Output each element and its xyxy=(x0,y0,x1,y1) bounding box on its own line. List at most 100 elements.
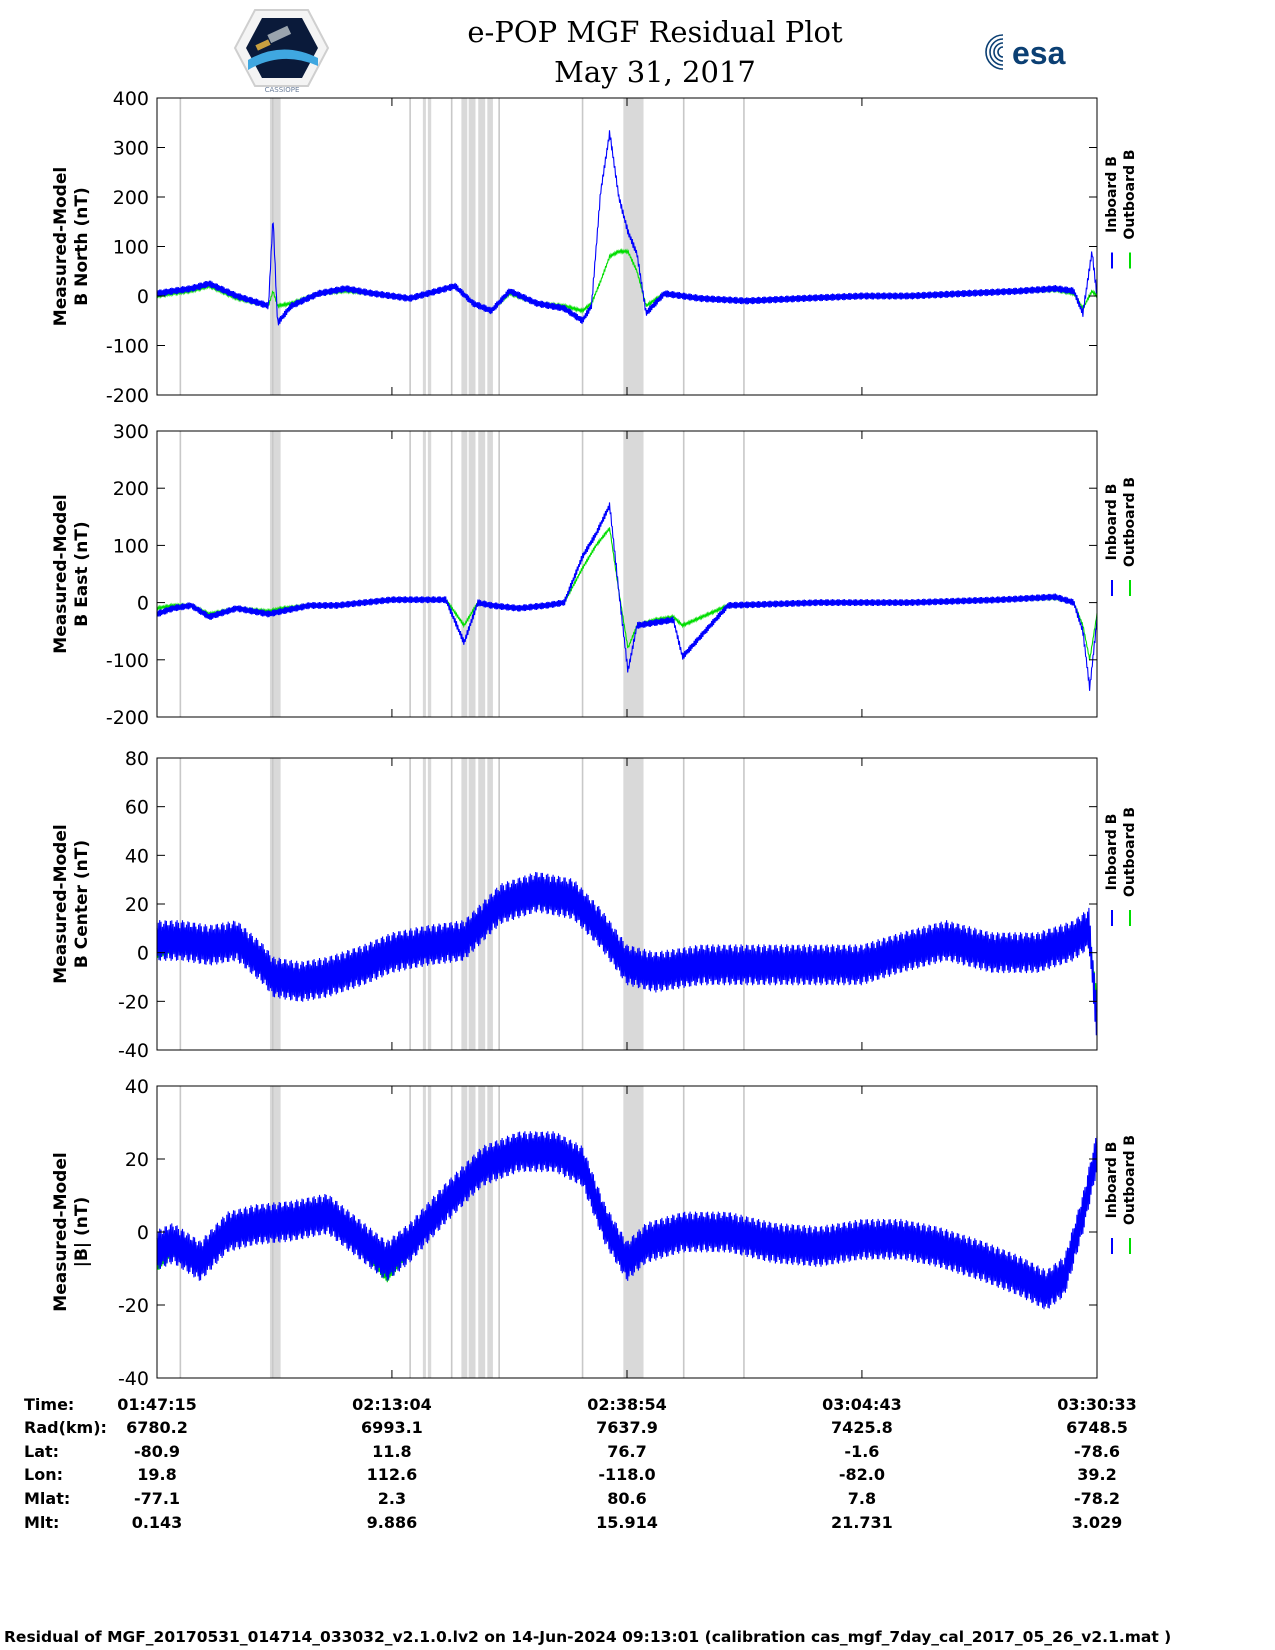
y-tick-label: 300 xyxy=(113,138,149,160)
orbit-cell: 9.886 xyxy=(367,1513,418,1532)
y-tick-label: -40 xyxy=(118,1040,149,1062)
data-gap-band xyxy=(623,758,644,1050)
orbit-cell: 6780.2 xyxy=(126,1418,188,1437)
data-gap-band xyxy=(427,758,432,1050)
y-tick-label: 0 xyxy=(137,1222,149,1244)
y-axis-label-line2: B Center (nT) xyxy=(72,840,92,968)
data-gap-band xyxy=(478,431,486,717)
y-tick-label: 0 xyxy=(137,943,149,965)
y-tick-label: 80 xyxy=(125,748,149,770)
cassiope-logo: CASSIOPE xyxy=(233,9,330,94)
data-gap-band xyxy=(461,431,468,717)
y-tick-label: 20 xyxy=(125,1149,149,1171)
orbit-cell: 39.2 xyxy=(1077,1465,1116,1484)
data-gap-band xyxy=(487,431,493,717)
data-gap-band xyxy=(468,98,476,395)
legend-inboard-label: Inboard B xyxy=(1104,156,1120,233)
y-tick-label: -200 xyxy=(106,385,149,407)
y-tick-label: 60 xyxy=(125,797,149,819)
svg-text:CASSIOPE: CASSIOPE xyxy=(265,86,300,94)
orbit-cell: 3.029 xyxy=(1072,1513,1123,1532)
orbit-cell: -78.2 xyxy=(1074,1489,1120,1508)
orbit-cell: 7425.8 xyxy=(831,1418,893,1437)
panel-b-east: -200 -100 0 100 200 300 Measured-Model B East (… xyxy=(51,421,1138,729)
x-tick-label: 03:30:33 xyxy=(1057,1395,1137,1414)
data-gap-band xyxy=(468,1086,476,1378)
x-tick-label: 03:04:43 xyxy=(822,1395,902,1414)
y-axis-label-line1: Measured-Model xyxy=(51,167,71,326)
data-gap-band xyxy=(478,1086,486,1378)
orbit-row-label: Lat: xyxy=(24,1442,59,1461)
orbit-row-label: Time: xyxy=(24,1395,74,1414)
orbit-row-label: Mlt: xyxy=(24,1513,59,1532)
orbit-cell: 0.143 xyxy=(132,1513,183,1532)
y-tick-label: 400 xyxy=(113,88,149,110)
data-gap-band xyxy=(461,1086,468,1378)
y-tick-label: 40 xyxy=(125,845,149,867)
y-axis-label-line1: Measured-Model xyxy=(51,824,71,983)
y-axis-label-line2: B North (nT) xyxy=(72,187,92,306)
legend-inboard-label: Inboard B xyxy=(1104,484,1120,561)
orbit-cell: -82.0 xyxy=(839,1465,885,1484)
orbit-row-label: Lon: xyxy=(24,1465,63,1484)
orbit-cell: 15.914 xyxy=(596,1513,658,1532)
data-gap-band xyxy=(422,758,426,1050)
series-line-inboard xyxy=(156,130,1098,326)
series-line-inboard xyxy=(156,871,1098,1036)
orbit-cell: -80.9 xyxy=(134,1442,180,1461)
y-tick-label: 200 xyxy=(113,478,149,500)
data-gap-band xyxy=(269,758,281,1050)
y-tick-label: 300 xyxy=(113,421,149,443)
data-gap-band xyxy=(468,431,476,717)
legend-outboard-label: Outboard B xyxy=(1122,477,1138,567)
series-line-inboard xyxy=(156,1131,1098,1310)
y-tick-label: 100 xyxy=(113,535,149,557)
orbit-cell: 76.7 xyxy=(607,1442,646,1461)
y-axis-label-line1: Measured-Model xyxy=(51,1152,71,1311)
y-tick-label: -20 xyxy=(118,1295,149,1317)
legend-inboard-label: Inboard B xyxy=(1104,814,1120,891)
orbit-cell: 7.8 xyxy=(848,1489,876,1508)
orbit-row-label: Mlat: xyxy=(24,1489,70,1508)
legend-outboard-label: Outboard B xyxy=(1122,149,1138,239)
x-tick-label: 01:47:15 xyxy=(117,1395,197,1414)
data-gap-band xyxy=(269,98,281,395)
y-tick-label: 40 xyxy=(125,1076,149,1098)
orbit-cell: -118.0 xyxy=(598,1465,655,1484)
data-gap-band xyxy=(468,758,476,1050)
esa-logo: esa xyxy=(985,32,1066,72)
orbit-row-label: Rad(km): xyxy=(24,1418,107,1437)
y-tick-label: -40 xyxy=(118,1368,149,1390)
chart-title-line1: e-POP MGF Residual Plot xyxy=(467,15,843,49)
orbit-cell: -77.1 xyxy=(134,1489,180,1508)
data-gap-band xyxy=(478,98,486,395)
data-gap-band xyxy=(422,98,426,395)
orbit-cell: -78.6 xyxy=(1074,1442,1120,1461)
orbit-cell: 7637.9 xyxy=(596,1418,658,1437)
panel-b-magnitude: -40 -20 0 20 40 Measured-Model |B| (nT) Inboard… xyxy=(51,1076,1138,1390)
panel-b-north: -200 -100 0 100 200 300 400 Measured-Model B Nor… xyxy=(51,88,1138,407)
data-gap-band xyxy=(487,1086,493,1378)
y-axis-label-line1: Measured-Model xyxy=(51,494,71,653)
y-tick-label: 100 xyxy=(113,237,149,259)
legend-outboard-label: Outboard B xyxy=(1122,1135,1138,1225)
y-tick-label: 200 xyxy=(113,187,149,209)
data-gap-band xyxy=(487,98,493,395)
data-gap-band xyxy=(478,758,486,1050)
y-tick-label: 0 xyxy=(137,286,149,308)
orbit-cell: 6748.5 xyxy=(1066,1418,1128,1437)
y-tick-label: -100 xyxy=(106,650,149,672)
y-tick-label: -20 xyxy=(118,991,149,1013)
footer-file-info: Residual of MGF_20170531_014714_033032_v… xyxy=(4,1628,1171,1646)
chart-title-line2: May 31, 2017 xyxy=(554,55,756,89)
panel-b-center: -40 -20 0 20 40 60 80 Measured-Model B Center (n… xyxy=(51,748,1138,1062)
orbit-cell: 19.8 xyxy=(137,1465,176,1484)
esa-logo-text: esa xyxy=(1012,35,1066,71)
legend-outboard-label: Outboard B xyxy=(1122,807,1138,897)
x-tick-label: 02:38:54 xyxy=(587,1395,667,1414)
orbit-cell: 21.731 xyxy=(831,1513,893,1532)
data-gap-band xyxy=(461,98,468,395)
y-tick-label: 20 xyxy=(125,894,149,916)
data-gap-band xyxy=(269,431,281,717)
series-line-inboard xyxy=(156,502,1098,691)
